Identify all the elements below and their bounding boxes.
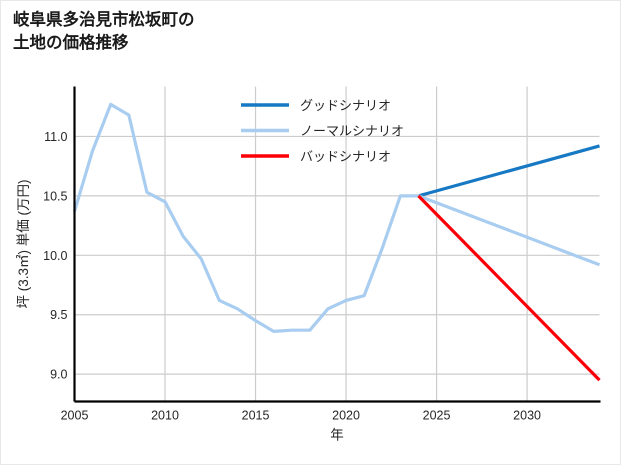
x-axis-label: 年 bbox=[330, 428, 344, 443]
legend-label: ノーマルシナリオ bbox=[300, 124, 404, 139]
series-line-normal bbox=[72, 102, 601, 333]
x-tick-label: 2025 bbox=[423, 409, 451, 423]
y-axis-label: 坪 (3.3㎡) 単価 (万円) bbox=[16, 179, 31, 308]
gridlines bbox=[73, 86, 600, 402]
legend-label: グッドシナリオ bbox=[300, 98, 391, 113]
series-line-good bbox=[418, 144, 600, 198]
x-tick-label: 2015 bbox=[242, 409, 270, 423]
series-line-bad bbox=[417, 194, 601, 382]
x-tick-label: 2030 bbox=[513, 409, 541, 423]
y-tick-label: 10.0 bbox=[43, 249, 67, 263]
legend-label: バッドシナリオ bbox=[300, 149, 391, 164]
axis-spines bbox=[73, 86, 601, 403]
x-tick-label: 2010 bbox=[151, 409, 179, 423]
y-tick-label: 9.0 bbox=[50, 368, 67, 382]
y-tick-label: 9.5 bbox=[50, 308, 67, 322]
x-tick-label: 2005 bbox=[61, 409, 89, 423]
chart-title: 岐阜県多治見市松坂町の 土地の価格推移 bbox=[13, 11, 195, 53]
y-tick-labels: 9.0 9.5 10.0 10.5 11.0 bbox=[43, 130, 67, 382]
data-series-group bbox=[72, 102, 601, 382]
y-tick-label: 11.0 bbox=[44, 130, 67, 144]
x-tick-label: 2020 bbox=[332, 409, 360, 423]
x-tick-labels: 2005 2010 2015 2020 2025 2030 bbox=[61, 409, 541, 423]
y-tick-label: 10.5 bbox=[43, 189, 67, 203]
